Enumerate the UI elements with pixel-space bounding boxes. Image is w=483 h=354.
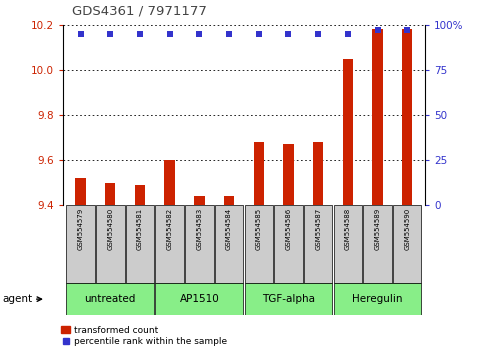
Text: AP1510: AP1510 — [180, 294, 219, 304]
Bar — [342, 59, 353, 205]
Text: GSM554589: GSM554589 — [374, 208, 381, 250]
Text: Heregulin: Heregulin — [352, 294, 403, 304]
Bar — [402, 29, 412, 205]
Point — [344, 31, 352, 37]
Point — [166, 31, 173, 37]
Text: GSM554587: GSM554587 — [315, 208, 321, 250]
Bar — [313, 142, 323, 205]
FancyBboxPatch shape — [363, 205, 392, 283]
Text: GDS4361 / 7971177: GDS4361 / 7971177 — [72, 5, 207, 18]
Bar — [75, 178, 86, 205]
Text: GSM554584: GSM554584 — [226, 208, 232, 250]
Text: GSM554590: GSM554590 — [404, 208, 410, 250]
Legend: transformed count, percentile rank within the sample: transformed count, percentile rank withi… — [57, 322, 230, 349]
Point — [255, 31, 263, 37]
Bar — [372, 29, 383, 205]
Text: GSM554579: GSM554579 — [78, 208, 84, 250]
Text: GSM554580: GSM554580 — [107, 208, 114, 250]
Point — [106, 31, 114, 37]
Bar — [135, 185, 145, 205]
FancyBboxPatch shape — [66, 283, 154, 315]
Text: TGF-alpha: TGF-alpha — [262, 294, 315, 304]
FancyBboxPatch shape — [304, 205, 332, 283]
Text: GSM554585: GSM554585 — [256, 208, 262, 250]
FancyBboxPatch shape — [215, 205, 243, 283]
Point — [403, 27, 411, 33]
FancyBboxPatch shape — [156, 283, 243, 315]
Bar — [254, 142, 264, 205]
Text: GSM554582: GSM554582 — [167, 208, 173, 250]
FancyBboxPatch shape — [156, 205, 184, 283]
FancyBboxPatch shape — [334, 205, 362, 283]
Text: GSM554581: GSM554581 — [137, 208, 143, 250]
Bar — [283, 144, 294, 205]
Bar — [194, 196, 205, 205]
Text: agent: agent — [2, 294, 32, 304]
FancyBboxPatch shape — [66, 205, 95, 283]
Text: GSM554586: GSM554586 — [285, 208, 291, 250]
Bar — [165, 160, 175, 205]
FancyBboxPatch shape — [96, 205, 125, 283]
FancyBboxPatch shape — [393, 205, 422, 283]
Text: untreated: untreated — [85, 294, 136, 304]
Point — [77, 31, 85, 37]
FancyBboxPatch shape — [274, 205, 303, 283]
Text: GSM554583: GSM554583 — [197, 208, 202, 250]
Bar — [105, 183, 115, 205]
Point — [314, 31, 322, 37]
FancyBboxPatch shape — [244, 205, 273, 283]
Point — [225, 31, 233, 37]
Point — [196, 31, 203, 37]
Bar — [224, 196, 234, 205]
Text: GSM554588: GSM554588 — [345, 208, 351, 250]
FancyBboxPatch shape — [185, 205, 213, 283]
Point — [136, 31, 144, 37]
FancyBboxPatch shape — [244, 283, 332, 315]
Point — [374, 27, 382, 33]
FancyBboxPatch shape — [126, 205, 154, 283]
FancyBboxPatch shape — [334, 283, 422, 315]
Point — [284, 31, 292, 37]
